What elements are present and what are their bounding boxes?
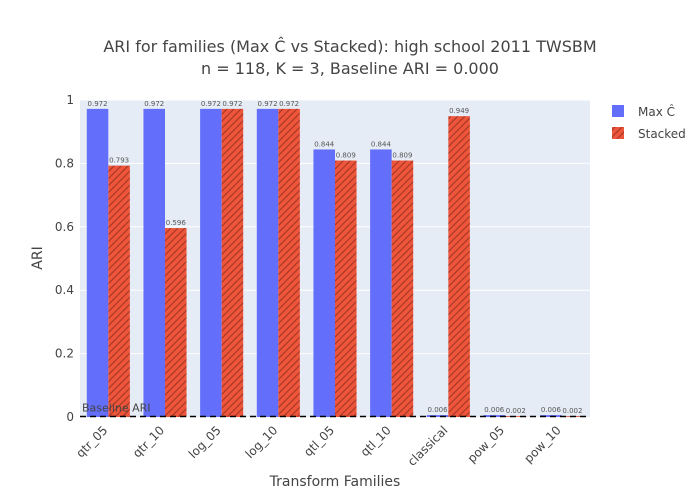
bar-stacked-log-05[interactable] (221, 108, 244, 417)
bar-max-classical[interactable] (426, 415, 449, 417)
legend-label: Stacked (638, 127, 686, 141)
chart-title-line-2: n = 118, K = 3, Baseline ARI = 0.000 (201, 59, 499, 78)
bar-stacked-log-10[interactable] (278, 108, 300, 417)
legend-swatch (612, 105, 624, 117)
legend-item-max[interactable]: Max Ĉ (612, 104, 675, 119)
baseline-line: Baseline ARI (80, 402, 590, 418)
y-tick-label: 0.2 (55, 347, 74, 361)
x-axis-title: Transform Families (269, 474, 401, 490)
data-label-stacked-qtr-05: 0.793 (109, 157, 129, 165)
x-tick-label-qtr-10: qtr_10 (130, 423, 167, 460)
legend-swatch (612, 127, 624, 139)
x-tick-label-pow-10: pow_10 (521, 423, 563, 465)
bar-max-qtl-10[interactable] (370, 149, 392, 417)
data-label-stacked-pow-10: 0.002 (562, 407, 582, 415)
data-label-max-classical: 0.006 (428, 406, 449, 414)
chart-title-line-1: ARI for families (Max Ĉ vs Stacked): hig… (103, 37, 596, 56)
data-label-max-log-10: 0.972 (258, 100, 278, 108)
legend-item-stacked[interactable]: Stacked (612, 127, 686, 141)
data-label-stacked-log-05: 0.972 (222, 100, 242, 108)
x-tick-label-classical: classical (405, 423, 451, 469)
data-label-max-qtl-10: 0.844 (371, 140, 392, 148)
data-label-stacked-qtr-10: 0.596 (166, 219, 187, 227)
data-label-stacked-log-10: 0.972 (279, 100, 299, 108)
bar-max-qtr-10[interactable] (143, 108, 165, 417)
data-label-max-qtr-05: 0.972 (88, 100, 108, 108)
bar-stacked-qtr-10[interactable] (165, 228, 187, 417)
y-tick-label: 0.6 (55, 220, 74, 234)
y-tick-labels: 0 0.2 0.4 0.6 0.8 1 (55, 93, 74, 424)
x-tick-label-qtr-05: qtr_05 (73, 423, 110, 460)
data-label-max-qtr-10: 0.972 (144, 100, 164, 108)
data-label-stacked-qtl-10: 0.809 (392, 152, 412, 160)
bars (86, 108, 584, 418)
bar-max-qtl-05[interactable] (313, 149, 335, 417)
bar-stacked-classical[interactable] (448, 116, 470, 418)
y-tick-label: 1 (66, 93, 74, 107)
y-tick-label: 0.8 (55, 156, 74, 170)
data-label-max-pow-10: 0.006 (541, 406, 562, 414)
bar-max-qtr-05[interactable] (86, 108, 109, 417)
legend-label: Max Ĉ (638, 104, 675, 119)
data-label-max-pow-05: 0.006 (484, 406, 505, 414)
bar-stacked-qtl-05[interactable] (335, 160, 357, 417)
x-tick-label-qtl-10: qtl_10 (358, 423, 394, 459)
data-label-stacked-classical: 0.949 (449, 107, 469, 115)
y-axis-title: ARI (30, 246, 46, 269)
data-label-max-qtl-05: 0.844 (314, 140, 335, 148)
data-label-stacked-pow-05: 0.002 (506, 407, 526, 415)
bar-stacked-qtr-05[interactable] (108, 165, 130, 417)
bar-max-log-05[interactable] (200, 108, 222, 417)
legend[interactable]: Max Ĉ Stacked (612, 104, 686, 141)
data-label-max-log-05: 0.972 (201, 100, 221, 108)
x-tick-labels: qtr_05 qtr_10 log_05 log_10 qtl_05 qtl_10 clas… (73, 423, 563, 469)
data-label-stacked-qtl-05: 0.809 (336, 152, 356, 160)
x-tick-label-log-10: log_10 (243, 423, 281, 461)
x-tick-label-pow-05: pow_05 (465, 423, 507, 465)
y-tick-label: 0 (66, 410, 74, 424)
x-tick-label-qtl-05: qtl_05 (301, 423, 337, 459)
baseline-label: Baseline ARI (82, 402, 151, 415)
bar-max-log-10[interactable] (256, 108, 279, 417)
y-tick-label: 0.4 (55, 283, 74, 297)
x-tick-label-log-05: log_05 (186, 423, 224, 461)
bar-stacked-qtl-10[interactable] (391, 160, 414, 417)
